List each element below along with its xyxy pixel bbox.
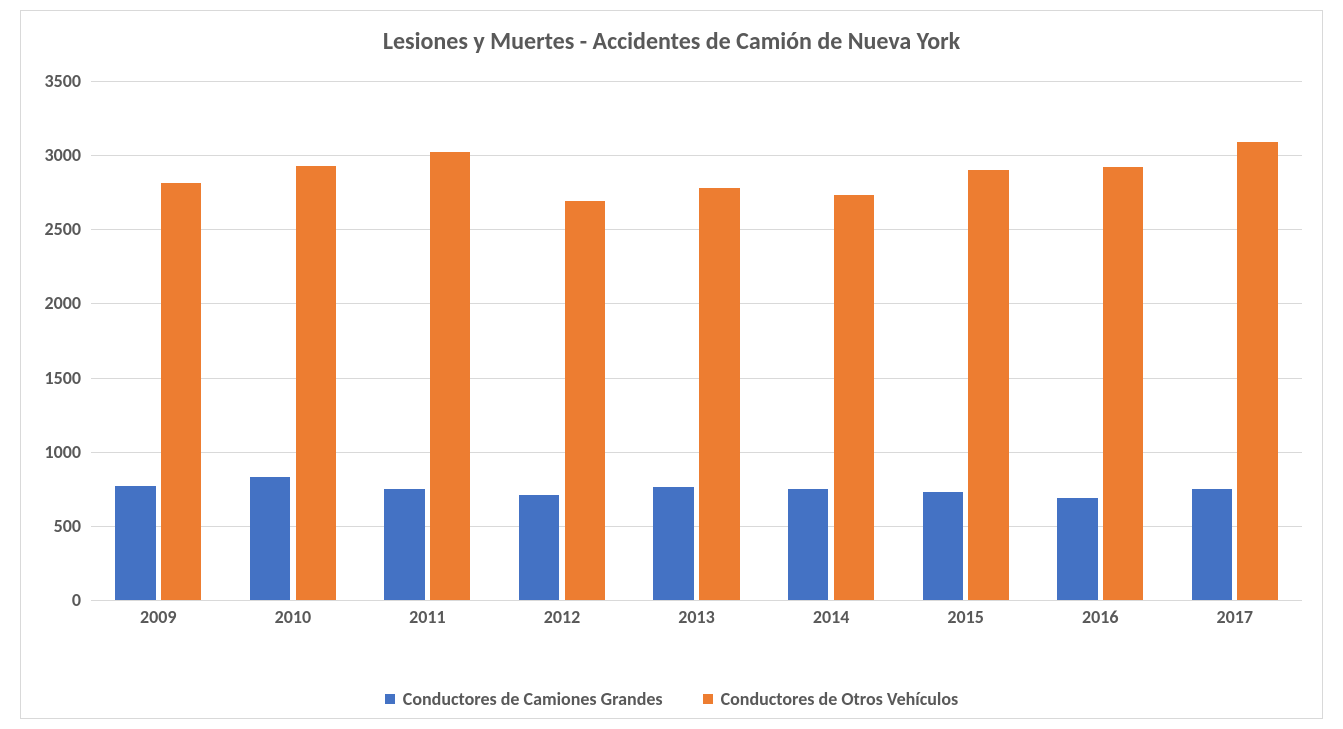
bar [834,195,874,600]
y-tick-label: 1500 [31,367,81,389]
chart-title: Lesiones y Muertes - Accidentes de Camió… [21,11,1322,64]
plot-wrapper: 0500100015002000250030003500 20092010201… [91,81,1302,628]
bar [1057,498,1097,600]
y-tick-label: 0 [31,589,81,611]
x-tick-label: 2011 [360,600,495,628]
legend-item: Conductores de Camiones Grandes [385,688,663,710]
category-group [91,81,226,600]
bar [968,170,1008,600]
bar [296,166,336,600]
bar [653,487,693,600]
y-tick-label: 3500 [31,70,81,92]
y-tick-label: 3000 [31,144,81,166]
x-tick-label: 2017 [1168,600,1303,628]
category-group [1168,81,1303,600]
x-tick-label: 2010 [226,600,361,628]
category-group [764,81,899,600]
x-tick-label: 2014 [764,600,899,628]
bar [250,477,290,600]
y-tick-label: 1000 [31,441,81,463]
category-group [1033,81,1168,600]
legend-item: Conductores de Otros Vehículos [703,688,959,710]
x-tick-label: 2013 [629,600,764,628]
legend-swatch [385,694,395,704]
category-group [629,81,764,600]
bar [699,188,739,600]
bar [161,183,201,600]
x-tick-label: 2012 [495,600,630,628]
bar [1103,167,1143,600]
y-tick-label: 500 [31,515,81,537]
category-group [360,81,495,600]
bar [384,489,424,600]
bars-layer [91,81,1302,600]
plot-area: 0500100015002000250030003500 [91,81,1302,600]
legend: Conductores de Camiones Grandes Conductor… [21,688,1322,710]
chart-container: Lesiones y Muertes - Accidentes de Camió… [20,10,1323,719]
bar [1192,489,1232,600]
x-tick-label: 2015 [898,600,1033,628]
category-group [898,81,1033,600]
category-group [226,81,361,600]
legend-label: Conductores de Otros Vehículos [721,688,959,710]
category-group [495,81,630,600]
bar [565,201,605,600]
bar [788,489,828,600]
y-tick-label: 2000 [31,292,81,314]
bar [430,152,470,600]
x-tick-label: 2009 [91,600,226,628]
bar [115,486,155,600]
x-axis: 200920102011201220132014201520162017 [91,600,1302,628]
legend-label: Conductores de Camiones Grandes [403,688,663,710]
legend-swatch [703,694,713,704]
bar [519,495,559,600]
y-tick-label: 2500 [31,218,81,240]
bar [923,492,963,600]
x-tick-label: 2016 [1033,600,1168,628]
bar [1237,142,1277,600]
